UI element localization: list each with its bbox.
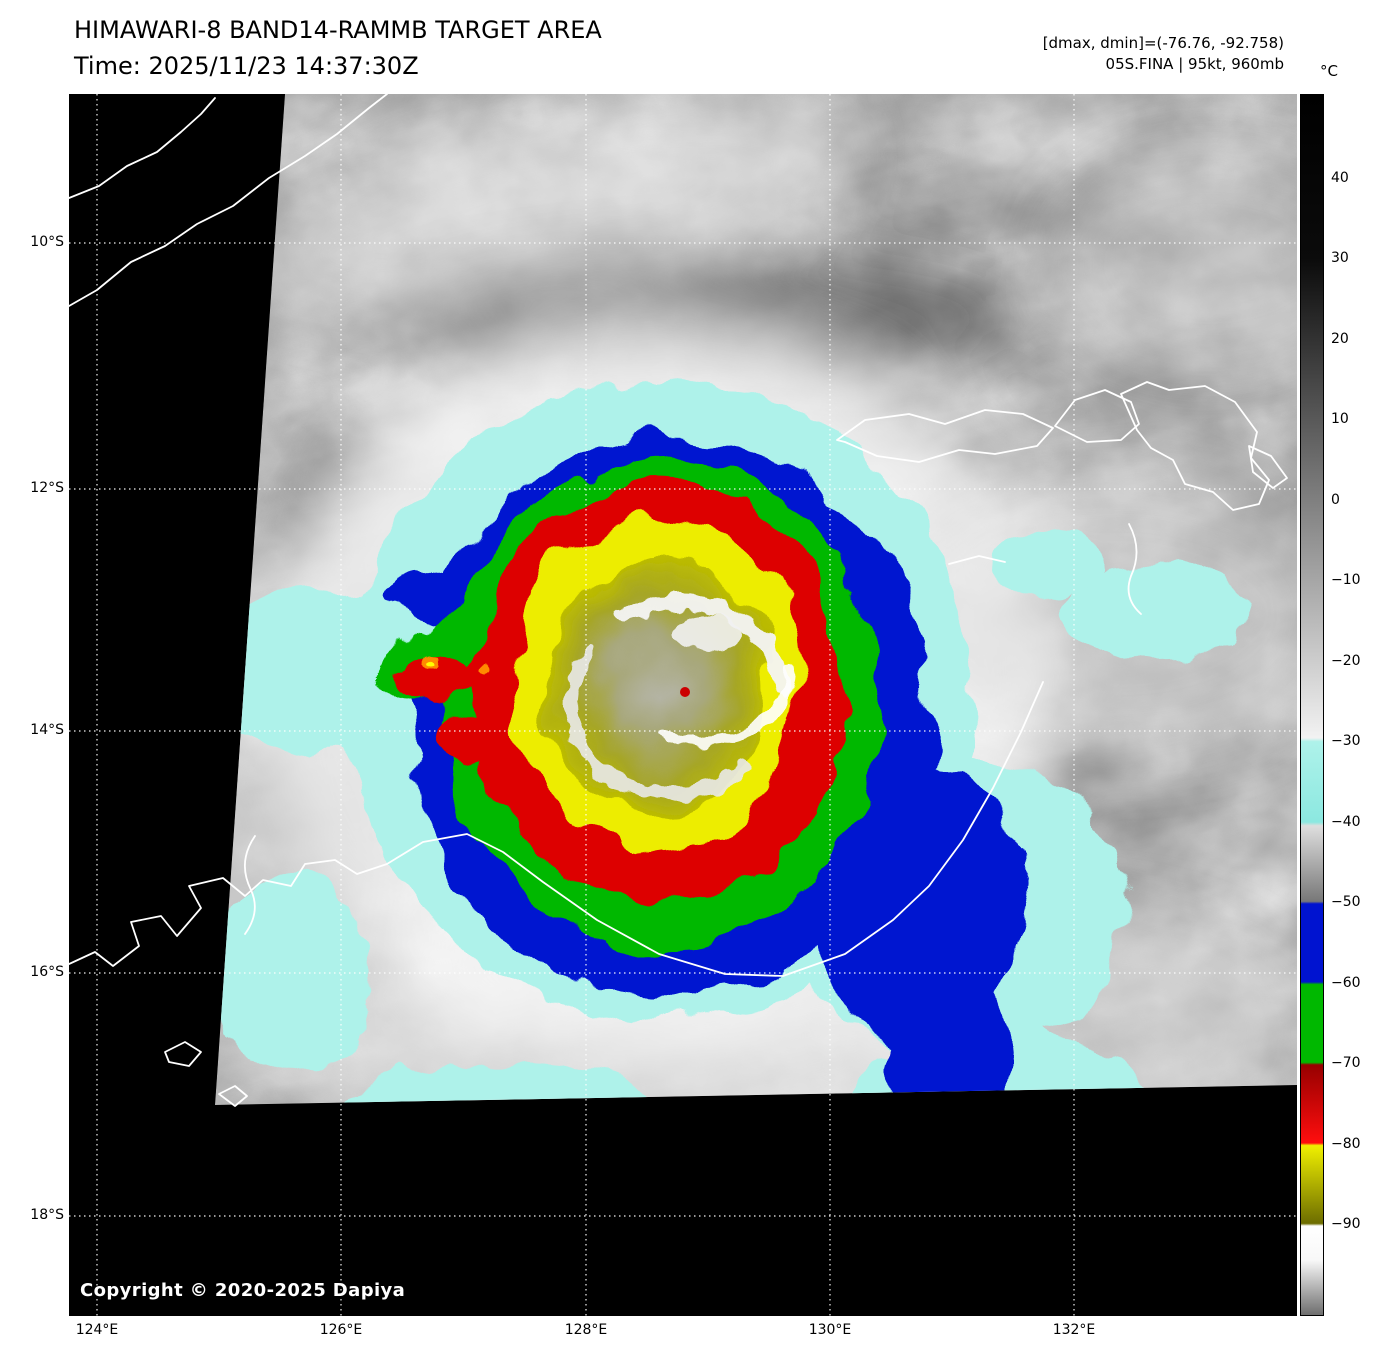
colorbar-tick-label: −30 (1331, 733, 1361, 749)
lat-tick-label: 12°S (30, 480, 64, 496)
coastlines (68, 93, 1288, 1107)
copyright-text: Copyright © 2020-2025 Dapiya (80, 1280, 406, 1301)
satellite-image-area (68, 93, 1297, 1316)
timor-coast-2 (68, 97, 216, 199)
colorbar-tick-label: −50 (1331, 894, 1361, 910)
colorbar-tick-label: −40 (1331, 814, 1361, 830)
island-small-4 (948, 555, 1006, 565)
storm-eye-dot (680, 687, 690, 697)
colorbar-tick-label: 0 (1331, 492, 1340, 508)
colorbar-tick-label: −90 (1331, 1216, 1361, 1232)
page-title: HIMAWARI-8 BAND14-RAMMB TARGET AREA (74, 16, 602, 44)
west-hot-specks (425, 655, 489, 674)
lat-tick-label: 14°S (30, 722, 64, 738)
timor-coast (68, 93, 388, 307)
lon-tick-label: 126°E (319, 1322, 363, 1338)
temperature-colorbar (1300, 94, 1324, 1316)
coast-inlet (244, 835, 256, 935)
graticule (69, 94, 1297, 1316)
colorbar-tick-label: 30 (1331, 250, 1349, 266)
lon-tick-label: 130°E (808, 1322, 852, 1338)
coast-islets (164, 1041, 248, 1107)
colorbar-tick-label: −60 (1331, 975, 1361, 991)
extrema-readout: [dmax, dmin]=(-76.76, -92.758) (1042, 34, 1284, 52)
colorbar-tick-label: −70 (1331, 1055, 1361, 1071)
island-small-3 (1127, 523, 1142, 615)
colorbar-unit-label: °C (1320, 62, 1338, 80)
eye-swirl-clouds (564, 593, 795, 801)
island-small-1 (1054, 389, 1140, 443)
lat-tick-label: 18°S (30, 1207, 64, 1223)
header-right-info: [dmax, dmin]=(-76.76, -92.758) 05S.FINA … (1043, 33, 1284, 75)
colorbar-tick-label: −20 (1331, 653, 1361, 669)
storm-info: 05S.FINA | 95kt, 960mb (1105, 55, 1284, 73)
lat-tick-label: 16°S (30, 964, 64, 980)
satellite-map-svg (68, 93, 1297, 1316)
colorbar-tick-label: 10 (1331, 411, 1349, 427)
lon-tick-label: 124°E (75, 1322, 119, 1338)
lat-tick-label: 10°S (30, 234, 64, 250)
colorbar-tick-label: 40 (1331, 170, 1349, 186)
island-yamdena (836, 409, 1054, 463)
lon-tick-label: 128°E (564, 1322, 608, 1338)
island-chain (1120, 381, 1270, 511)
island-small-2 (1248, 445, 1288, 489)
lon-tick-label: 132°E (1052, 1322, 1096, 1338)
colorbar-tick-label: −80 (1331, 1136, 1361, 1152)
imaged-swath (215, 94, 1297, 1105)
australia-coast (68, 681, 1044, 977)
colorbar-tick-label: 20 (1331, 331, 1349, 347)
colorbar-tick-label: −10 (1331, 572, 1361, 588)
storm-cold-cloud-rings (215, 382, 1251, 1105)
timestamp: Time: 2025/11/23 14:37:30Z (74, 52, 419, 80)
